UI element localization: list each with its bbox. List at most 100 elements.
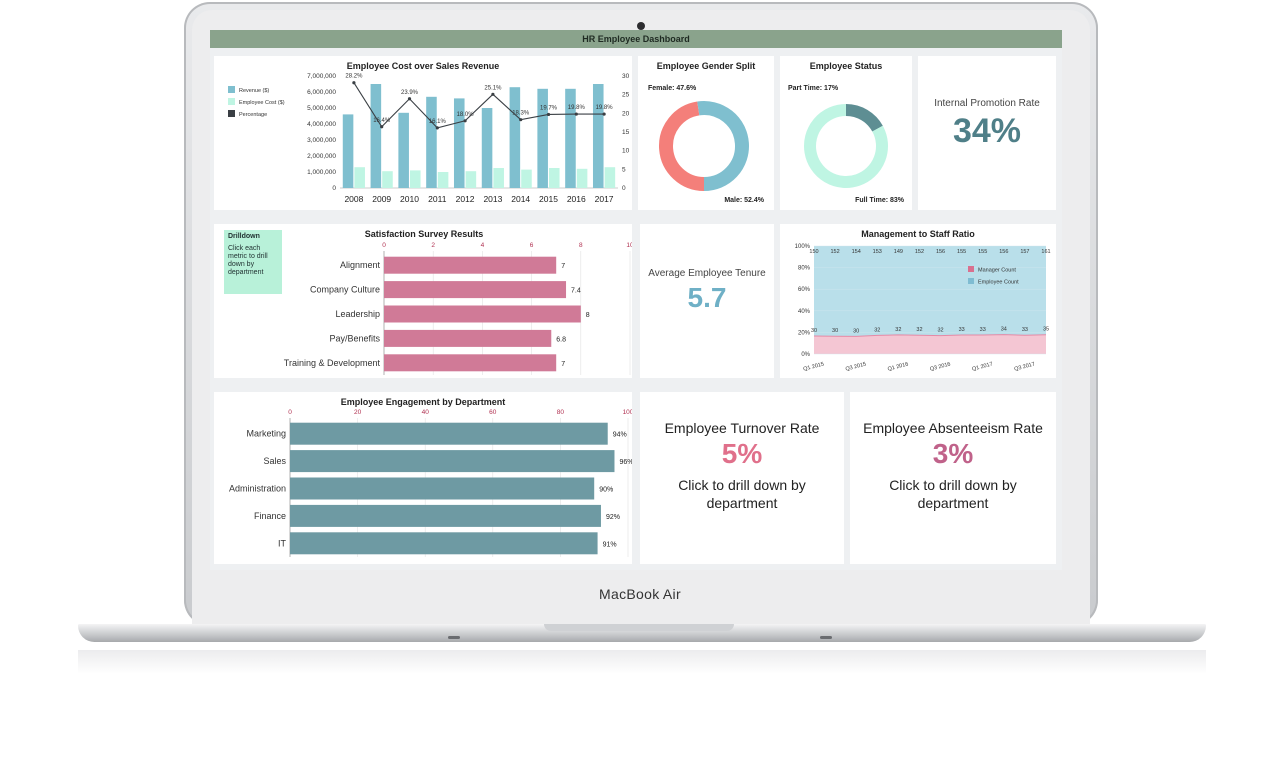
x-tick-label: 2015	[539, 194, 558, 204]
employee-count-label: 155	[978, 249, 987, 255]
x-tick-label: 2009	[372, 194, 391, 204]
x-tick-label: 2011	[428, 194, 447, 204]
turnover-label: Employee Turnover Rate	[664, 420, 820, 436]
y-tick-label: 80%	[798, 266, 811, 272]
percentage-label: 16.4%	[373, 118, 391, 124]
value-label: 92%	[606, 514, 620, 521]
percentage-point	[435, 126, 439, 130]
x-tick-label: 0	[288, 409, 292, 416]
engagement-chart: 0 20 40 60 80 100 Marketing 94% Sales 96% Administ…	[229, 409, 632, 557]
tenure-panel[interactable]: Average Employee Tenure 5.7	[640, 224, 774, 378]
y-tick-label: 0%	[801, 352, 810, 358]
legend-label: Employee Count	[978, 280, 1019, 286]
x-tick-label: 2013	[483, 194, 502, 204]
engagement-title: Employee Engagement by Department	[340, 397, 506, 407]
employee-count-label: 161	[1041, 249, 1050, 255]
value-label: 94%	[613, 432, 627, 439]
employee-cost-bar	[410, 170, 421, 188]
male-label: Male: 52.4%	[724, 197, 764, 204]
percentage-point	[380, 125, 384, 129]
x-tick-label: 0	[382, 242, 386, 249]
revenue-bar	[481, 108, 493, 188]
x-tick-label: 8	[579, 242, 583, 249]
employee-count-label: 152	[915, 249, 924, 255]
category-label: Sales	[263, 456, 286, 466]
category-label: Finance	[254, 511, 286, 521]
manager-count-label: 30	[853, 328, 859, 334]
revenue-bar	[398, 112, 409, 188]
legend-label: Percentage	[239, 112, 267, 118]
x-tick-label: 2008	[344, 194, 363, 204]
x-tick-label: 40	[422, 409, 430, 416]
cost-chart: 7,000,000 6,000,000 5,000,000 4,000,000 3,00…	[228, 73, 630, 204]
absenteeism-sub: Click to drill down by department	[889, 477, 1017, 511]
percentage-point	[519, 118, 523, 122]
survey-title: Satisfaction Survey Results	[364, 229, 484, 239]
category-label: Marketing	[246, 429, 286, 439]
y2-tick-label: 10	[622, 148, 630, 155]
percentage-point	[574, 112, 578, 116]
absenteeism-panel[interactable]: Employee Absenteeism Rate 3% Click to dr…	[850, 392, 1056, 564]
category-label: Administration	[229, 484, 286, 494]
percentage-line	[353, 82, 605, 129]
cost-chart-panel[interactable]: Employee Cost over Sales Revenue 7,000,0…	[214, 56, 632, 210]
laptop-base	[78, 624, 1206, 642]
manager-count-label: 32	[916, 327, 922, 333]
percentage-point	[491, 92, 495, 96]
value-label: 6.8	[556, 336, 566, 343]
x-tick-label: 4	[481, 242, 485, 249]
x-tick-label: 100	[623, 409, 632, 416]
gender-panel[interactable]: Employee Gender Split Female: 47.6% Male:…	[638, 56, 774, 210]
employee-cost-bar	[465, 171, 477, 188]
employee-count-label: 156	[999, 249, 1008, 255]
percentage-label: 18.0%	[457, 112, 475, 118]
legend-swatch	[228, 86, 235, 93]
revenue-bar	[370, 84, 382, 188]
manager-line	[813, 334, 1047, 337]
promotion-panel[interactable]: Internal Promotion Rate 34%	[918, 56, 1056, 210]
value-label: 91%	[603, 541, 617, 548]
percentage-point	[407, 97, 412, 101]
percentage-point	[352, 81, 356, 85]
y-tick-label: 1,000,000	[307, 169, 336, 176]
percentage-label: 18.3%	[512, 111, 530, 117]
bar	[384, 256, 557, 274]
full-time-label: Full Time: 83%	[855, 197, 905, 204]
tenure-value: 5.7	[687, 282, 727, 313]
donut-slice	[697, 101, 749, 191]
manager-count-label: 33	[1022, 327, 1028, 333]
value-label: 7.4	[571, 288, 581, 295]
ratio-panel[interactable]: Management to Staff Ratio 100% 80% 60% 40% 2…	[780, 224, 1056, 378]
revenue-bar	[509, 87, 521, 188]
engagement-panel[interactable]: Employee Engagement by Department 0 20 40 6…	[214, 392, 632, 564]
percentage-label: 23.9%	[401, 90, 419, 96]
percentage-point	[546, 112, 551, 117]
y-tick-label: 40%	[798, 309, 811, 315]
female-label: Female: 47.6%	[648, 85, 697, 92]
status-panel[interactable]: Employee Status Part Time: 17% Full Time:…	[780, 56, 912, 210]
revenue-bar	[592, 84, 604, 188]
y-tick-label: 7,000,000	[307, 73, 336, 80]
x-tick-label: 10	[626, 242, 632, 249]
donut-slice	[804, 104, 888, 188]
percentage-label: 19.7%	[540, 105, 558, 111]
promotion-label: Internal Promotion Rate	[934, 98, 1040, 109]
x-tick-label: Q3 2016	[929, 361, 951, 372]
revenue-bar	[342, 114, 354, 188]
bar	[290, 450, 615, 473]
percentage-label: 19.8%	[568, 105, 586, 111]
bar	[290, 477, 595, 500]
x-tick-label: 2017	[595, 194, 614, 204]
employee-count-label: 149	[894, 249, 903, 255]
revenue-bar	[537, 88, 548, 188]
x-tick-label: 2016	[567, 194, 586, 204]
turnover-panel[interactable]: Employee Turnover Rate 5% Click to drill…	[640, 392, 844, 564]
percentage-label: 16.1%	[429, 119, 447, 125]
bar	[290, 504, 601, 527]
survey-panel[interactable]: Drilldown Click each metric to drill dow…	[214, 224, 632, 378]
revenue-bar	[453, 98, 465, 188]
y-tick-label: 4,000,000	[307, 121, 336, 128]
bar	[290, 532, 598, 555]
percentage-point	[602, 112, 606, 116]
employee-cost-bar	[382, 171, 393, 188]
